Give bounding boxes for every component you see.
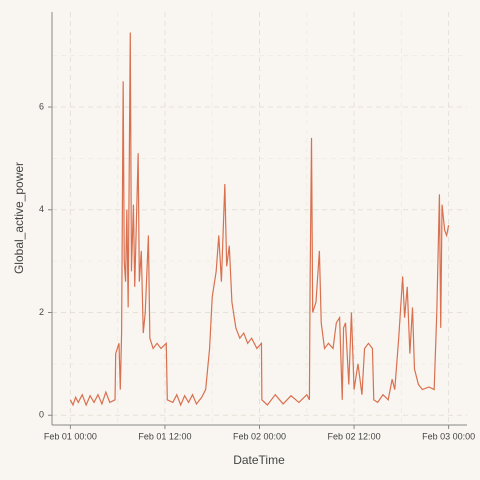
x-tick-label: Feb 02 12:00: [328, 431, 381, 441]
x-tick-label: Feb 03 00:00: [422, 431, 475, 441]
y-tick-label: 2: [39, 307, 44, 317]
x-axis-label: DateTime: [233, 453, 285, 467]
x-tick-label: Feb 01 00:00: [44, 431, 97, 441]
data-line: [69, 32, 450, 407]
y-tick-label: 6: [39, 101, 44, 111]
y-axis-label: Global_active_power: [12, 162, 26, 274]
x-tick-label: Feb 02 00:00: [233, 431, 286, 441]
x-tick-label: Feb 01 12:00: [138, 431, 191, 441]
y-tick-label: 0: [39, 410, 44, 420]
y-tick-label: 4: [39, 204, 44, 214]
